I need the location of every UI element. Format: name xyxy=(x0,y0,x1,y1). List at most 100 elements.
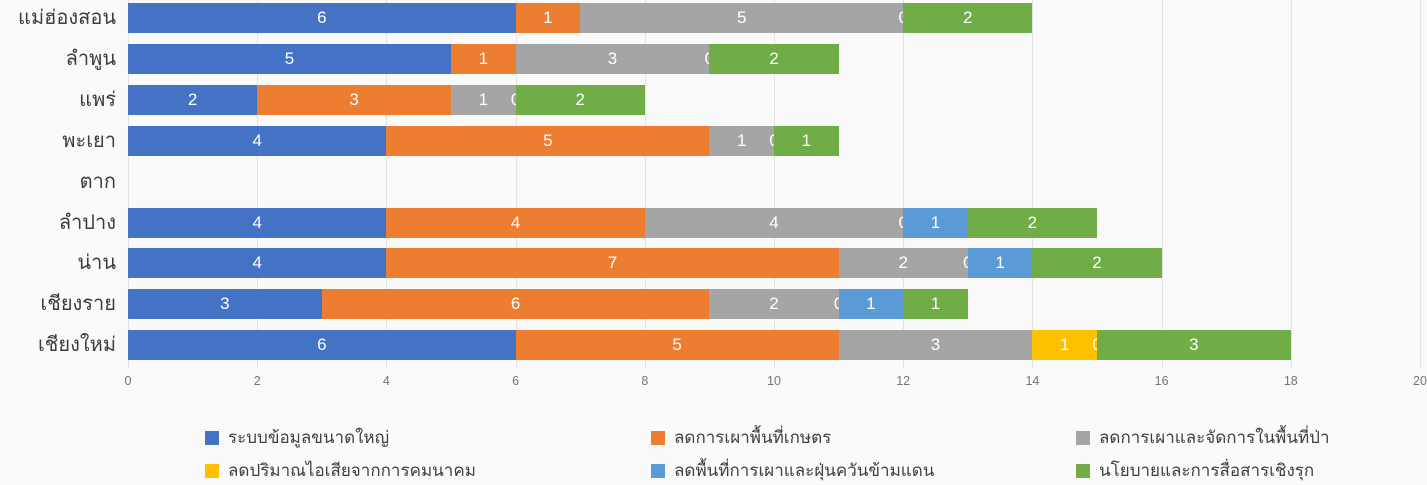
bar-segment-value: 1 xyxy=(478,89,489,109)
category-label: พะเยา xyxy=(62,129,116,152)
gridline xyxy=(1420,0,1421,369)
x-axis-tick-label: 12 xyxy=(896,374,911,388)
bar-segment-value: 5 xyxy=(284,48,295,68)
bar-segment: 7 xyxy=(386,248,839,279)
bar-segment-value: 2 xyxy=(769,294,779,314)
bar-segment: 2 xyxy=(1032,248,1162,279)
legend-item: ระบบข้อมูลขนาดใหญ่ xyxy=(205,424,389,451)
bar-segment: 2 xyxy=(128,84,258,115)
bar-segment: 6 xyxy=(128,3,516,33)
category-label: แม่ฮ่องสอน xyxy=(18,7,116,29)
bar-segment-value: 2 xyxy=(963,8,973,27)
bar-segment-value: 1 xyxy=(995,253,1005,273)
bar-segment-value: 4 xyxy=(252,253,262,273)
x-axis-tick-label: 6 xyxy=(512,374,520,388)
gridline xyxy=(515,0,517,369)
bar-segment-value: 1 xyxy=(930,294,941,314)
bar-segment: 2 xyxy=(709,43,839,74)
bar-segment: 3 xyxy=(838,330,1033,361)
bar-segment-value: 1 xyxy=(478,48,489,68)
x-axis-tick-label: 20 xyxy=(1413,374,1427,388)
bar-segment-value: 1 xyxy=(736,130,747,150)
bar-segment-value: 1 xyxy=(866,294,876,314)
bar-segment: 4 xyxy=(386,207,645,238)
bar-segment-value: 2 xyxy=(898,253,908,273)
bar-segment: 1 xyxy=(1032,330,1097,361)
gridline xyxy=(1032,0,1034,369)
gridline xyxy=(644,0,646,369)
bar-segment-value: 4 xyxy=(252,212,262,232)
legend-swatch xyxy=(651,430,665,445)
bar-segment: 1 xyxy=(903,289,968,320)
legend-item: ลดพื้นที่การเผาและฝุ่นควันข้ามแดน xyxy=(651,457,934,484)
x-axis-tick-label: 4 xyxy=(382,374,390,388)
bar-segment: 4 xyxy=(128,207,387,238)
category-label: ลำปาง xyxy=(58,211,116,234)
legend-label: ลดพื้นที่การเผาและฝุ่นควันข้ามแดน xyxy=(674,461,935,480)
bar-segment-value: 2 xyxy=(575,89,585,109)
bar-segment: 4 xyxy=(644,207,904,238)
bar-segment: 1 xyxy=(838,289,904,320)
bar-segment-value: 6 xyxy=(317,8,327,27)
legend-item: ลดการเผาพื้นที่เกษตร xyxy=(651,424,831,451)
bar-segment-value: 2 xyxy=(1092,253,1102,273)
bar-segment: 5 xyxy=(515,330,839,361)
x-axis-tick-label: 2 xyxy=(253,374,261,388)
gridline xyxy=(257,0,259,369)
bar-segment: 2 xyxy=(967,207,1097,238)
category-label: ตาก xyxy=(79,170,116,193)
legend-swatch xyxy=(205,430,219,445)
bar-segment: 1 xyxy=(709,125,774,156)
bar-segment-value: 2 xyxy=(769,48,779,68)
bar-segment: 3 xyxy=(1097,330,1291,361)
bar-segment: 5 xyxy=(580,3,904,33)
gridline xyxy=(903,0,905,369)
legend-label: ลดการเผาพื้นที่เกษตร xyxy=(674,428,832,447)
x-axis-tick-label: 10 xyxy=(767,374,781,388)
bar-segment-value: 3 xyxy=(349,89,359,109)
x-axis-tick-label: 0 xyxy=(124,374,132,388)
bar-segment-value: 7 xyxy=(607,253,618,273)
legend-label: นโยบายและการสื่อสารเชิงรุก xyxy=(1099,461,1315,480)
bar-segment: 3 xyxy=(257,84,451,115)
gridline xyxy=(1161,0,1163,369)
bar-segment-value: 5 xyxy=(736,8,747,27)
gridline xyxy=(128,0,129,369)
bar-segment-value: 3 xyxy=(930,335,941,355)
bar-segment-value: 3 xyxy=(607,48,618,68)
gridline xyxy=(386,0,388,369)
category-label: เชียงใหม่ xyxy=(37,334,116,357)
bar-segment: 2 xyxy=(515,84,645,115)
bar-segment: 4 xyxy=(128,248,387,279)
bar-segment-value: 5 xyxy=(672,335,682,355)
bar-segment-value: 6 xyxy=(317,335,327,355)
bar-segment: 6 xyxy=(128,330,516,361)
bar-segment: 6 xyxy=(321,289,710,320)
bar-segment: 2 xyxy=(709,289,839,320)
legend-swatch xyxy=(205,463,219,478)
legend-swatch xyxy=(651,463,665,478)
legend-label: ลดปริมาณไอเสียจากการคมนาคม xyxy=(228,461,476,480)
bar-segment: 1 xyxy=(515,3,581,33)
bar-segment: 3 xyxy=(515,43,710,74)
bar-segment: 2 xyxy=(838,248,968,279)
bar-segment-value: 1 xyxy=(1059,335,1070,355)
bar-segment-value: 1 xyxy=(801,130,812,150)
bar-segment: 1 xyxy=(774,125,839,156)
bar-segment-value: 6 xyxy=(510,294,521,314)
bar-segment: 5 xyxy=(386,125,710,156)
legend-item: ลดการเผาและจัดการในพื้นที่ป่า xyxy=(1076,424,1330,451)
bar-segment: 3 xyxy=(128,289,322,320)
bar-segment-value: 4 xyxy=(510,212,521,232)
bar-segment-value: 2 xyxy=(187,89,198,109)
bar-segment: 1 xyxy=(903,207,968,238)
bar-segment: 4 xyxy=(128,125,387,156)
legend-item: นโยบายและการสื่อสารเชิงรุก xyxy=(1076,457,1314,484)
legend-swatch xyxy=(1076,463,1090,478)
legend-swatch xyxy=(1076,430,1090,445)
bar-segment: 1 xyxy=(451,43,516,74)
bar-segment: 1 xyxy=(451,84,516,115)
bar-segment: 5 xyxy=(128,43,451,74)
x-axis-tick-label: 16 xyxy=(1154,374,1169,388)
